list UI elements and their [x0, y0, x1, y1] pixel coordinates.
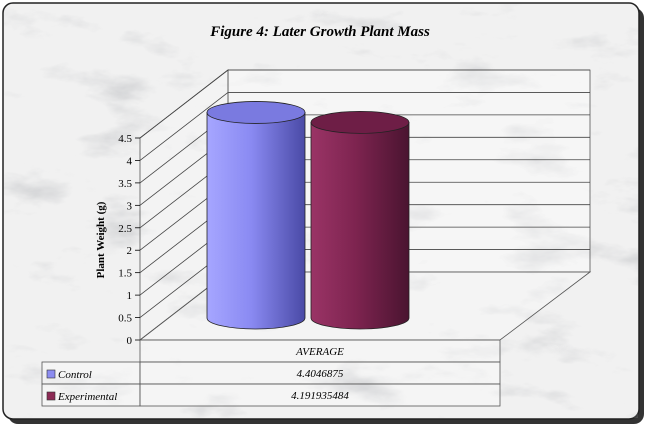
y-tick-label-6: 3 — [127, 200, 133, 212]
legend-label-control: Control — [58, 369, 92, 381]
y-tick-label-8: 4 — [127, 155, 133, 167]
bar-experimental — [310, 110, 410, 330]
y-tick-label-2: 1 — [127, 290, 133, 302]
y-tick-label-0: 0 — [127, 335, 133, 347]
bars — [206, 101, 410, 330]
y-tick-label-1: 0.5 — [118, 313, 132, 325]
bar-top-1 — [310, 110, 410, 134]
table-cell-1 — [139, 383, 501, 407]
legend-swatch-experimental — [46, 391, 56, 401]
data-label-control: 4.4046875 — [297, 368, 344, 380]
gridline-side-8 — [139, 92, 229, 161]
y-tick-label-4: 2 — [127, 245, 133, 257]
bar-body-1 — [310, 121, 410, 330]
y-tick-label-9: 4.5 — [118, 133, 132, 145]
y-tick-label-7: 3.5 — [118, 178, 132, 190]
data-label-experimental: 4.191935484 — [291, 390, 349, 402]
y-tick-label-5: 2.5 — [118, 223, 132, 235]
legend-label-experimental: Experimental — [57, 391, 117, 403]
legend-swatch-control — [46, 369, 56, 379]
bar-control — [206, 101, 306, 330]
bar-top-0 — [206, 101, 306, 124]
gridline-side-9 — [139, 69, 229, 139]
y-tick-label-3: 1.5 — [118, 268, 132, 280]
data-table: AVERAGE Control 4.4046875 Experimental 4… — [41, 339, 501, 407]
bar-body-0 — [206, 112, 306, 330]
chart-title: Figure 4: Later Growth Plant Mass — [209, 24, 430, 40]
y-axis-ticks: 0 0.5 1 1.5 2 2.5 3 3.5 4 4.5 — [118, 133, 140, 347]
category-label: AVERAGE — [295, 346, 344, 358]
y-axis-label: Plant Weight (g) — [95, 201, 107, 278]
